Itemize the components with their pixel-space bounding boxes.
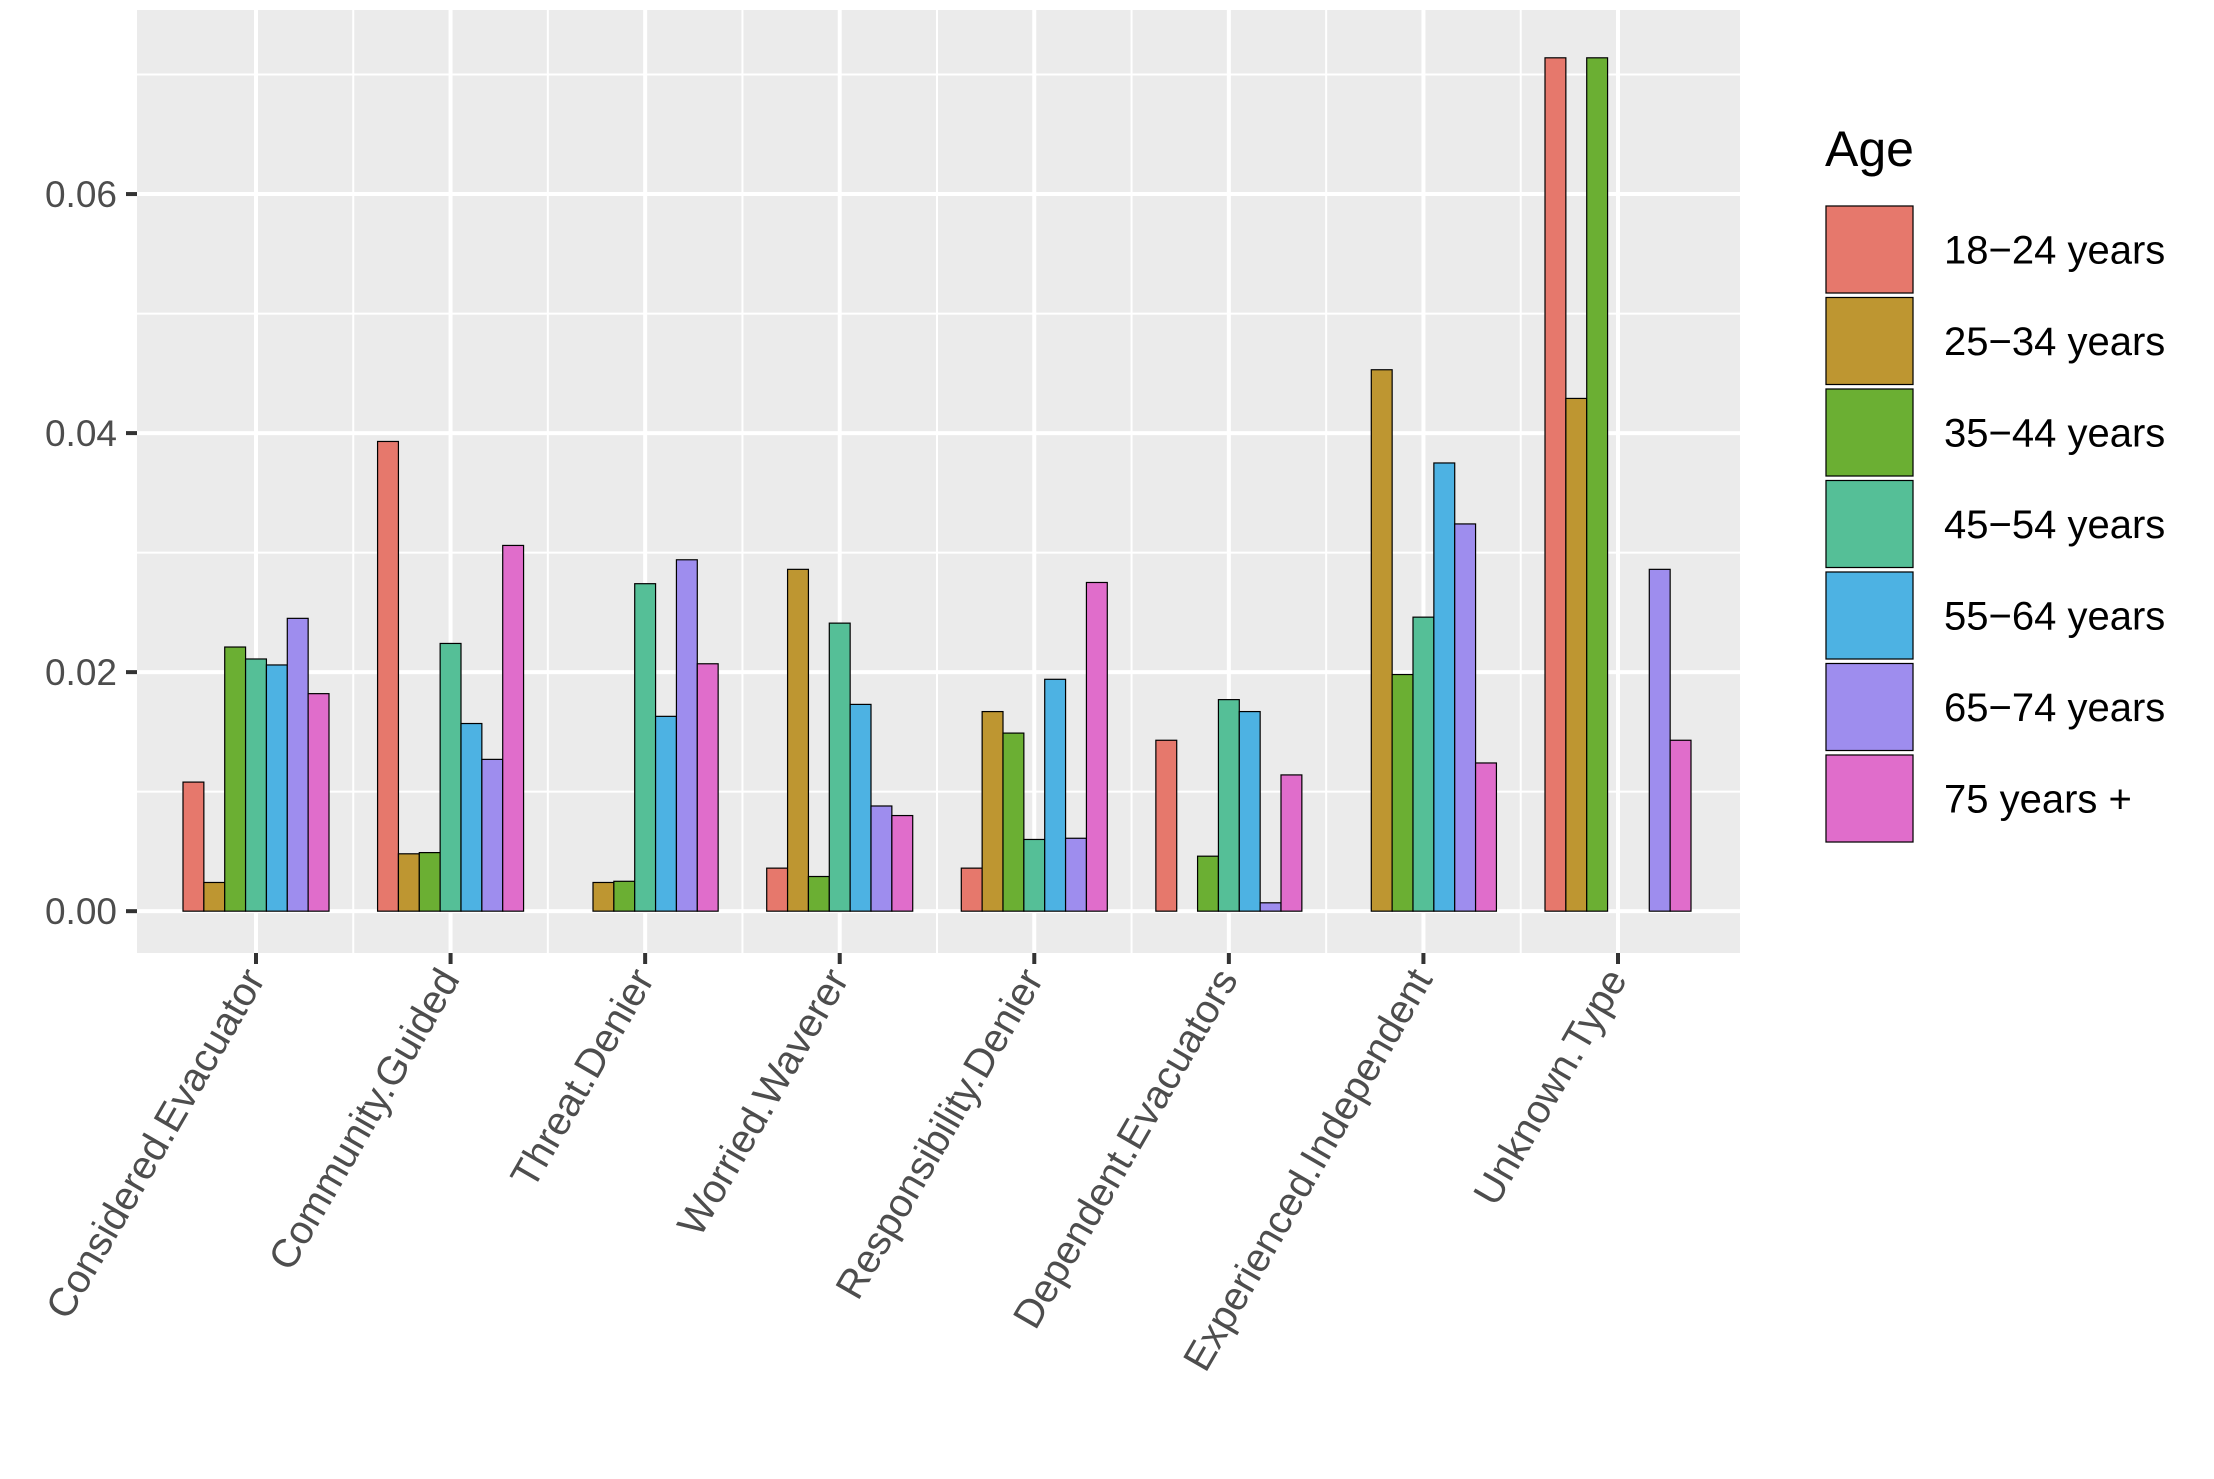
legend-label: 25−34 years bbox=[1944, 320, 2165, 364]
bar bbox=[1586, 57, 1609, 912]
bar bbox=[675, 559, 698, 912]
bar bbox=[1433, 462, 1456, 912]
legend-items: 18−24 years 25−34 years 35−44 years 45−54 y… bbox=[1825, 205, 2165, 843]
bar bbox=[286, 617, 309, 912]
bar bbox=[439, 642, 462, 912]
legend-swatch bbox=[1825, 479, 1914, 569]
bar bbox=[592, 881, 615, 912]
x-tick-label: Worried.Waverer bbox=[669, 962, 857, 1244]
bar bbox=[807, 875, 830, 912]
bar bbox=[786, 568, 810, 912]
bar bbox=[1196, 855, 1220, 912]
bar bbox=[1474, 762, 1498, 912]
y-tick-label: 0.06 bbox=[45, 174, 117, 215]
x-tick-label: Responsibility.Denier bbox=[828, 962, 1052, 1307]
bar bbox=[265, 664, 288, 912]
bar bbox=[870, 805, 893, 912]
bar bbox=[1238, 710, 1261, 912]
bar bbox=[1669, 739, 1692, 912]
y-tick-label: 0.04 bbox=[45, 413, 117, 454]
bars-layer bbox=[182, 57, 1692, 912]
bar bbox=[224, 646, 247, 912]
x-tick-label: Threat.Denier bbox=[503, 962, 663, 1196]
bar bbox=[960, 867, 983, 912]
bar bbox=[634, 583, 657, 912]
bar bbox=[891, 814, 914, 912]
x-tick-label: Community.Guided bbox=[261, 962, 469, 1278]
legend-swatch bbox=[1825, 205, 1914, 294]
bar bbox=[654, 715, 678, 912]
bar bbox=[1259, 902, 1282, 912]
bar bbox=[244, 658, 268, 912]
legend-label: 18−24 years bbox=[1944, 229, 2165, 273]
bar bbox=[1565, 397, 1588, 912]
bar bbox=[1002, 732, 1025, 912]
bar bbox=[502, 544, 525, 912]
bar bbox=[828, 622, 851, 912]
bar bbox=[418, 851, 441, 912]
bar bbox=[696, 663, 719, 912]
legend-swatch bbox=[1825, 754, 1914, 843]
bar bbox=[1085, 581, 1108, 912]
bar bbox=[1064, 837, 1088, 912]
legend-label: 45−54 years bbox=[1944, 503, 2165, 547]
legend: Age 18−24 years 25−34 years 35−44 years 45−… bbox=[1825, 121, 2165, 843]
bar bbox=[766, 867, 789, 912]
legend-swatch bbox=[1825, 296, 1914, 386]
legend-swatch bbox=[1825, 388, 1914, 477]
bar bbox=[1391, 673, 1414, 912]
minor-gridlines bbox=[137, 10, 1740, 953]
bar bbox=[397, 853, 420, 912]
x-tick-label: Considered.Evacuator bbox=[38, 962, 274, 1327]
bar bbox=[460, 722, 483, 912]
x-tick-label: Dependent.Evacuators bbox=[1005, 962, 1247, 1336]
x-tick-label: Unknown.Type bbox=[1465, 962, 1635, 1213]
legend-title: Age bbox=[1825, 121, 1914, 177]
bar bbox=[981, 710, 1004, 912]
bar bbox=[307, 693, 330, 912]
bar bbox=[376, 440, 400, 912]
y-axis: 0.00 0.02 0.04 0.06 bbox=[45, 174, 137, 932]
bar bbox=[1544, 57, 1567, 912]
bar bbox=[849, 703, 872, 912]
legend-label: 55−64 years bbox=[1944, 595, 2165, 639]
bar bbox=[1217, 699, 1240, 912]
legend-label: 35−44 years bbox=[1944, 412, 2165, 456]
bar bbox=[1044, 678, 1067, 912]
bar bbox=[203, 881, 226, 912]
bar bbox=[613, 880, 636, 912]
bar bbox=[1412, 616, 1435, 912]
legend-swatch bbox=[1825, 662, 1914, 752]
bar bbox=[1280, 774, 1303, 912]
legend-label: 65−74 years bbox=[1944, 686, 2165, 730]
legend-swatch bbox=[1825, 571, 1914, 660]
legend-label: 75 years + bbox=[1944, 778, 2132, 822]
bar bbox=[1155, 739, 1178, 912]
y-tick-label: 0.00 bbox=[45, 891, 117, 932]
bar bbox=[1023, 838, 1046, 912]
bar bbox=[182, 781, 205, 912]
bar bbox=[1370, 369, 1393, 912]
bar bbox=[1454, 523, 1477, 912]
bar bbox=[1648, 568, 1671, 912]
y-tick-label: 0.02 bbox=[45, 652, 117, 693]
bar bbox=[481, 758, 504, 912]
